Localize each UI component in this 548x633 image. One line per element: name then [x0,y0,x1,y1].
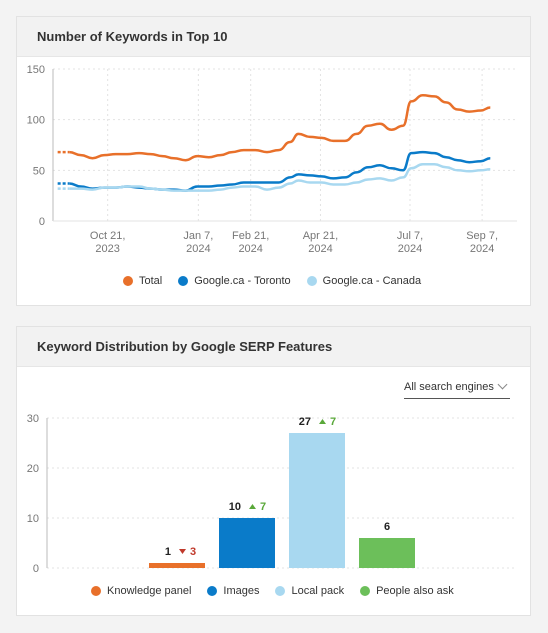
x-tick-label: 2024 [238,243,262,255]
legend-item[interactable]: People also ask [360,585,454,597]
legend-label: Google.ca - Toronto [194,275,291,287]
search-engine-dropdown[interactable]: All search engines [404,375,510,399]
legend-label: Local pack [291,585,345,597]
bar-value-label: 6 [384,521,390,533]
legend-item[interactable]: Google.ca - Canada [306,275,422,287]
legend-item[interactable]: Images [207,585,259,597]
triangle-up-icon [319,419,326,424]
card-title: Number of Keywords in Top 10 [37,29,228,44]
x-tick-label: 2024 [186,243,210,255]
series-line-google-ca-toronto [69,150,491,192]
bar-change-label: 7 [330,416,336,428]
x-tick-label: 2024 [308,243,332,255]
triangle-up-icon [249,504,256,509]
card-title: Keyword Distribution by Google SERP Feat… [37,339,333,354]
y-tick-label: 0 [33,563,39,575]
legend-label: Google.ca - Canada [322,275,422,287]
x-tick-label: Sep 7, [466,230,498,242]
x-tick-label: Feb 21, [232,230,269,242]
legend-dot-icon [207,586,218,596]
line-chart-legend: Total Google.ca - Toronto Google.ca - Cana… [123,275,421,287]
y-tick-label: 100 [27,115,45,127]
legend-dot-icon [123,276,133,286]
chevron-down-icon [497,379,508,390]
y-tick-label: 30 [27,413,39,425]
bar-change-label: 3 [190,546,196,558]
y-tick-label: 10 [27,513,39,525]
triangle-down-icon [179,549,186,554]
bar-value-label: 27 [299,416,311,428]
legend-item[interactable]: Knowledge panel [91,585,191,597]
x-tick-label: Apr 21, [303,230,338,242]
bar-chart-legend: Knowledge panel Images Local pack People al… [91,585,454,597]
bar-knowledge-panel [149,563,205,568]
legend-label: Images [223,585,260,597]
bar-value-label: 10 [229,501,241,513]
x-tick-label: 2024 [470,243,494,255]
y-tick-label: 150 [27,64,45,76]
bar-value-label: 1 [165,546,171,558]
y-tick-label: 50 [33,165,45,177]
bar-local-pack [289,433,345,568]
legend-dot-icon [91,586,101,596]
legend-label: Total [139,275,163,287]
x-tick-label: Oct 21, [90,230,125,242]
legend-dot-icon [178,276,189,286]
legend-item[interactable]: Total [123,275,162,287]
legend-label: Knowledge panel [107,585,192,597]
keywords-top10-card: Number of Keywords in Top 10 0 50 100 150 Oc… [16,16,531,306]
x-tick-label: 2024 [398,243,422,255]
serp-features-card: Keyword Distribution by Google SERP Feat… [16,326,531,616]
series-line-total [69,94,491,162]
legend-label: People also ask [376,585,454,597]
x-tick-label: Jan 7, [183,230,213,242]
legend-dot-icon [306,276,317,286]
legend-item[interactable]: Local pack [275,585,344,597]
dropdown-label: All search engines [404,380,494,393]
legend-dot-icon [360,586,371,596]
bar-change-label: 7 [260,501,266,513]
x-tick-label: Jul 7, [397,230,423,242]
legend-dot-icon [275,586,286,596]
series-line-google-ca-canada [69,163,491,192]
y-tick-label: 20 [27,463,39,475]
y-tick-label: 0 [39,216,45,228]
legend-item[interactable]: Google.ca - Toronto [178,275,291,287]
bar-people-also-ask [359,538,415,568]
card-header: Number of Keywords in Top 10 [17,17,530,57]
card-header: Keyword Distribution by Google SERP Feat… [17,327,530,367]
bar-images [219,518,275,568]
x-tick-label: 2023 [95,243,119,255]
